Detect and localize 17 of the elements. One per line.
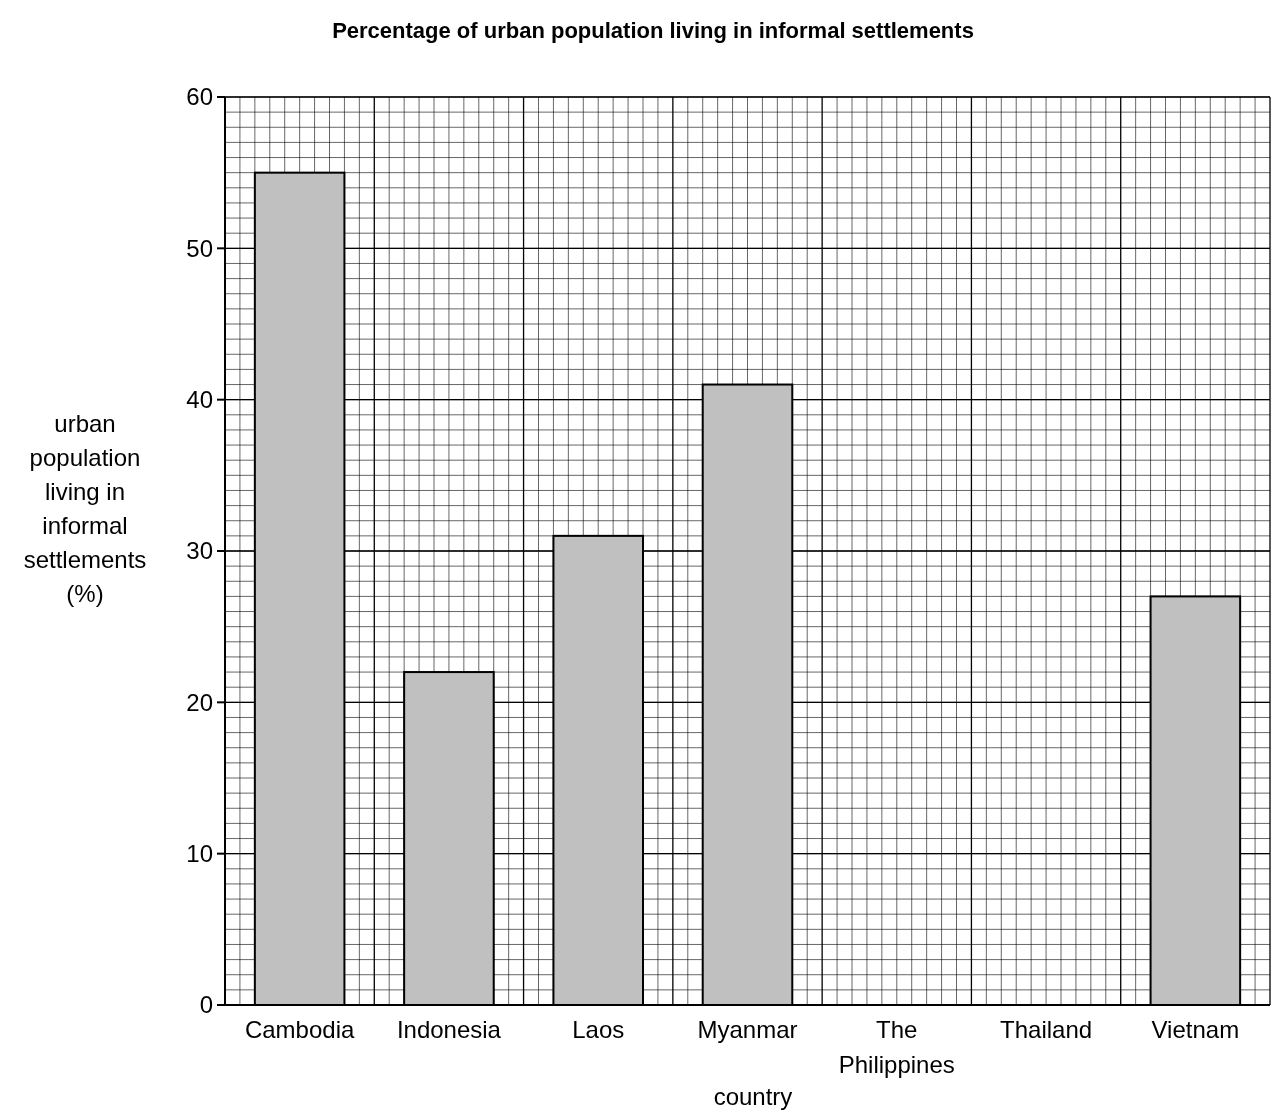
x-tick-label: Vietnam	[1151, 1016, 1240, 1043]
y-axis-title: urban population living in informal settlements (%)	[23, 410, 147, 607]
y-tick-label: 50	[186, 234, 213, 262]
x-tick-label: The Philippines	[838, 1016, 955, 1078]
y-tick-label: 10	[186, 840, 213, 868]
x-tick-label: Cambodia	[244, 1016, 355, 1043]
y-tick-label: 20	[186, 688, 213, 716]
x-tick-label: Thailand	[1000, 1016, 1093, 1043]
chart-title: Percentage of urban population living in informal settlements	[332, 18, 974, 43]
x-tick-label: Myanmar	[697, 1016, 798, 1043]
x-tick-label: Indonesia	[396, 1016, 502, 1043]
y-tick-label: 60	[186, 83, 213, 111]
x-axis-title: country	[713, 1083, 793, 1110]
x-tick-label: Laos	[572, 1016, 625, 1043]
y-tick-label: 40	[186, 386, 213, 414]
y-tick-label: 0	[199, 991, 213, 1019]
y-tick-label: 30	[186, 537, 213, 565]
